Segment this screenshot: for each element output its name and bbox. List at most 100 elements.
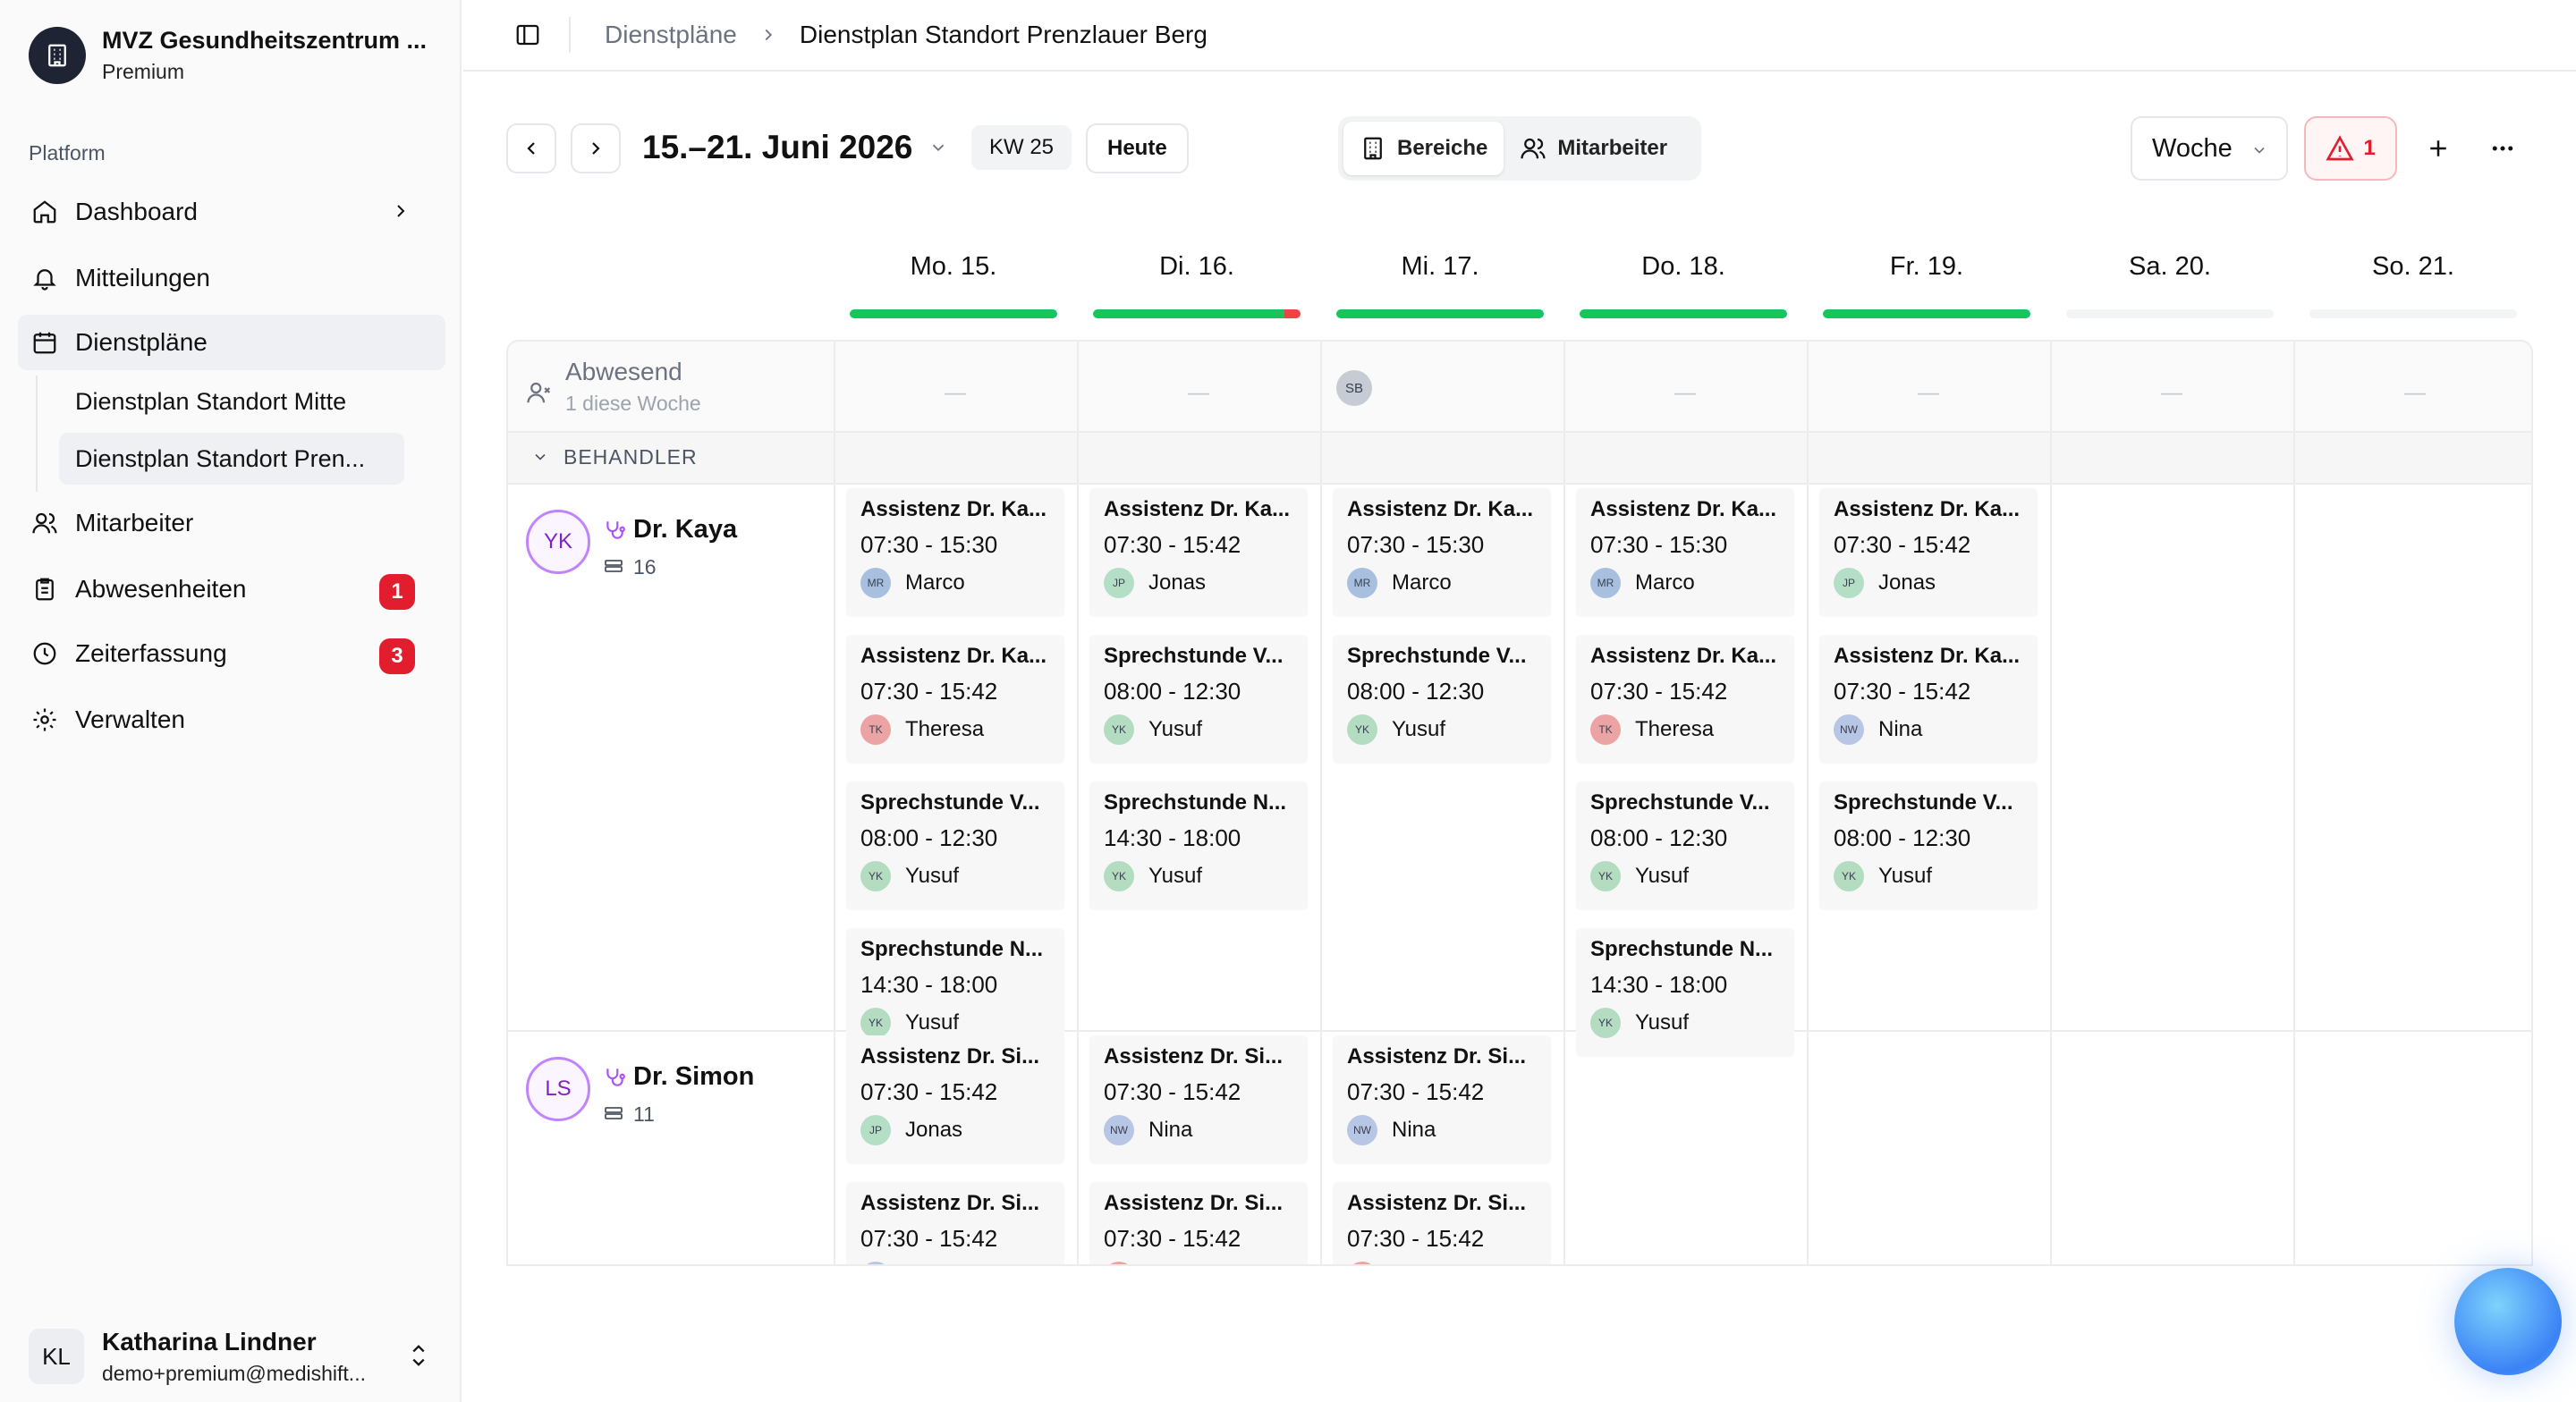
users-icon [1520, 135, 1557, 162]
nav-dashboard[interactable]: Dashboard [18, 184, 445, 240]
absent-empty-dash: — [1674, 381, 1696, 405]
warnings-button[interactable]: 1 [2304, 116, 2397, 181]
prev-week-button[interactable] [506, 123, 556, 173]
shift-card[interactable]: Assistenz Dr. Si... 07:30 - 15:42 NW Nina [846, 1182, 1064, 1266]
org-plan: Premium [102, 60, 185, 83]
shift-card[interactable]: Assistenz Dr. Si... 07:30 - 15:42 TK Theres… [1333, 1182, 1551, 1264]
staff-info: Dr. Simon 11 [603, 1062, 754, 1127]
assistant-orb-button[interactable] [2454, 1268, 2562, 1375]
shift-assignee: YK Yusuf [1834, 861, 2038, 891]
shift-assignee: TK Theresa [1347, 1262, 1551, 1264]
day-coverage-bar [2066, 309, 2274, 318]
user-menu[interactable]: KL Katharina Lindner demo+premium@medish… [29, 1323, 440, 1389]
nav-abwesenheiten[interactable]: Abwesenheiten 1 [18, 562, 445, 617]
sidebar-toggle-button[interactable] [510, 17, 546, 53]
more-horizontal-icon [2489, 135, 2516, 162]
shift-title: Assistenz Dr. Si... [860, 1191, 1040, 1215]
shift-card[interactable]: Assistenz Dr. Ka... 07:30 - 15:42 JP Jonas [1819, 488, 2038, 617]
date-range-picker[interactable]: 15.–21. Juni 2026 [642, 125, 948, 170]
shift-assignee: YK Yusuf [1590, 1008, 1794, 1038]
add-button[interactable] [2415, 125, 2462, 172]
nav-dienstplaene[interactable]: Dienstpläne [18, 315, 445, 370]
sidebar-item-standort-mitte[interactable]: Dienstplan Standort Mitte [75, 387, 347, 415]
shift-card[interactable]: Sprechstunde V... 08:00 - 12:30 YK Yusuf [1819, 781, 2038, 910]
shift-card[interactable]: Assistenz Dr. Si... 07:30 - 15:42 TK Theres… [1089, 1182, 1308, 1264]
avatar: NW [1834, 714, 1864, 745]
shift-time: 08:00 - 12:30 [1104, 678, 1241, 705]
areas-tab[interactable]: Bereiche [1343, 122, 1504, 175]
avatar: JP [1104, 568, 1134, 598]
column-divider [2050, 342, 2052, 1264]
nav-zeiterfassung[interactable]: Zeiterfassung 3 [18, 626, 445, 681]
subnav-line [36, 376, 38, 492]
breadcrumb-parent[interactable]: Dienstpläne [605, 21, 737, 48]
shift-card[interactable]: Sprechstunde V... 08:00 - 12:30 YK Yusuf [1333, 635, 1551, 764]
shift-card[interactable]: Sprechstunde V... 08:00 - 12:30 YK Yusuf [1576, 781, 1794, 910]
day-header: Do. 18. [1641, 252, 1725, 281]
chevron-right-icon [390, 200, 411, 222]
shift-card[interactable]: Sprechstunde N... 14:30 - 18:00 YK Yusuf [1089, 781, 1308, 910]
clipboard-icon [29, 573, 61, 605]
today-button[interactable]: Heute [1086, 123, 1189, 173]
shift-time: 14:30 - 18:00 [860, 971, 998, 998]
avatar: NW [1104, 1115, 1134, 1145]
org-switcher[interactable]: MVZ Gesundheitszentrum ... Premium [29, 25, 440, 86]
shift-card[interactable]: Assistenz Dr. Si... 07:30 - 15:42 NW Nina [1333, 1035, 1551, 1164]
staff-name-label: Dr. Simon [633, 1062, 755, 1091]
next-week-button[interactable] [571, 123, 621, 173]
nav-verwalten[interactable]: Verwalten [18, 692, 445, 747]
more-options-button[interactable] [2479, 125, 2526, 172]
shift-card[interactable]: Assistenz Dr. Ka... 07:30 - 15:30 MR Marco [1333, 488, 1551, 617]
shift-title: Sprechstunde V... [1104, 644, 1284, 668]
warnings-count: 1 [2363, 136, 2376, 160]
avatar: TK [1104, 1262, 1134, 1264]
absent-staff-chip[interactable]: SB [1336, 370, 1372, 406]
view-select[interactable]: Woche [2131, 116, 2288, 181]
shift-card[interactable]: Sprechstunde N... 14:30 - 18:00 YK Yusuf [1576, 928, 1794, 1057]
topbar: Dienstpläne Dienstplan Standort Prenzlau… [463, 0, 2576, 72]
building-icon [29, 27, 86, 84]
row-divider [508, 483, 2531, 485]
shift-card[interactable]: Assistenz Dr. Ka... 07:30 - 15:42 TK Theres… [1576, 635, 1794, 764]
staff-row-header[interactable]: LS Dr. Simon 11 [526, 1057, 754, 1127]
sidebar-item-standort-prenzlauer-berg[interactable]: Dienstplan Standort Pren... [59, 433, 404, 485]
shift-card[interactable]: Assistenz Dr. Ka... 07:30 - 15:30 MR Marco [846, 488, 1064, 617]
shift-card[interactable]: Assistenz Dr. Ka... 07:30 - 15:42 JP Jonas [1089, 488, 1308, 617]
shift-card[interactable]: Assistenz Dr. Si... 07:30 - 15:42 JP Jonas [846, 1035, 1064, 1164]
shift-card[interactable]: Sprechstunde V... 08:00 - 12:30 YK Yusuf [1089, 635, 1308, 764]
assignee-name: Yusuf [905, 1010, 960, 1035]
shift-card[interactable]: Assistenz Dr. Si... 07:30 - 15:42 NW Nina [1089, 1035, 1308, 1164]
shift-time: 07:30 - 15:42 [860, 1078, 998, 1105]
shift-title: Sprechstunde V... [1834, 790, 2013, 815]
date-range-label: 15.–21. Juni 2026 [642, 129, 913, 165]
avatar: LS [526, 1057, 590, 1121]
shift-title: Assistenz Dr. Ka... [860, 644, 1047, 668]
view-mode-toggle: Bereiche Mitarbeiter [1338, 116, 1701, 181]
nav-dienstplaene-label: Dienstpläne [75, 328, 208, 356]
shift-card[interactable]: Assistenz Dr. Ka... 07:30 - 15:42 NW Nina [1819, 635, 2038, 764]
nav-mitarbeiter[interactable]: Mitarbeiter [18, 495, 445, 551]
assignee-name: Nina [905, 1264, 949, 1266]
user-name: Katharina Lindner [102, 1327, 317, 1356]
shift-card[interactable]: Assistenz Dr. Ka... 07:30 - 15:30 MR Marco [1576, 488, 1794, 617]
shift-title: Assistenz Dr. Si... [1347, 1191, 1527, 1215]
nav-mitteilungen[interactable]: Mitteilungen [18, 250, 445, 306]
shift-card[interactable]: Sprechstunde V... 08:00 - 12:30 YK Yusuf [846, 781, 1064, 910]
shift-card[interactable]: Assistenz Dr. Ka... 07:30 - 15:42 TK Theres… [846, 635, 1064, 764]
staff-name: Dr. Simon [603, 1062, 754, 1092]
building-icon [1360, 135, 1397, 162]
staff-tab[interactable]: Mitarbeiter [1504, 122, 1683, 175]
group-row-behandler[interactable]: BEHANDLER [508, 431, 2531, 483]
calendar-icon [29, 326, 61, 359]
avatar: JP [1834, 568, 1864, 598]
shift-assignee: MR Marco [1590, 568, 1794, 598]
assignee-name: Jonas [1148, 570, 1207, 595]
shift-assignee: YK Yusuf [860, 861, 1064, 891]
shift-time: 07:30 - 15:30 [1347, 531, 1485, 558]
day-header: So. 21. [2372, 252, 2454, 281]
shift-assignee: YK Yusuf [1347, 714, 1551, 745]
shift-title: Sprechstunde N... [860, 937, 1044, 961]
staff-row-header[interactable]: YK Dr. Kaya 16 [526, 510, 737, 579]
avatar: JP [860, 1115, 891, 1145]
shift-time: 07:30 - 15:42 [860, 1225, 998, 1252]
